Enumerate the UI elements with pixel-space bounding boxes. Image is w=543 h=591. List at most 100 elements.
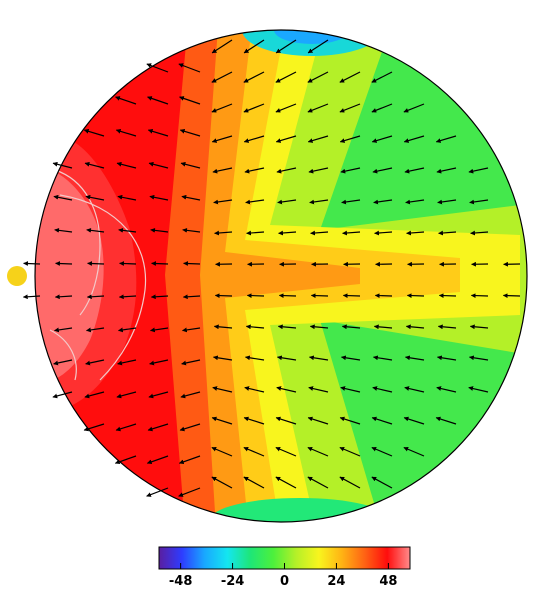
wind-vector-arrow [147, 129, 169, 137]
wind-vector-arrow [214, 293, 233, 298]
wind-vector-arrow [150, 227, 169, 233]
wind-vector-arrow [469, 199, 489, 205]
wind-vector-arrow [179, 423, 201, 432]
wind-vector-arrow [374, 293, 393, 298]
wind-vector-arrow [339, 446, 361, 457]
wind-vector-arrow [182, 327, 201, 333]
wind-vector-arrow [436, 386, 457, 393]
wind-vector-arrow [116, 161, 137, 169]
wind-vector-arrow [373, 324, 393, 330]
wind-vector-arrow [211, 446, 233, 457]
wind-vector-arrow [212, 386, 233, 393]
wind-vector-arrow [275, 416, 297, 425]
wind-vector-arrow [147, 423, 169, 432]
wind-vector-arrow [181, 359, 201, 366]
wind-vector-arrow [373, 199, 393, 205]
wind-vector-arrow [84, 391, 105, 399]
wind-vector-arrow [150, 294, 169, 300]
wind-vector-arrow [54, 327, 73, 333]
wind-vector-arrow [246, 293, 265, 298]
contour-band [274, 30, 350, 44]
wind-vector-arrow [211, 71, 233, 83]
wind-vector-arrow [406, 293, 425, 298]
wind-vector-arrow [371, 135, 393, 143]
wind-vector-arrow [243, 135, 265, 143]
wind-vector-arrow [403, 103, 425, 113]
wind-vector-arrow [243, 103, 265, 113]
wind-vector-arrow [118, 327, 137, 333]
wind-vector-arrow [115, 96, 137, 105]
contour-band [35, 165, 104, 385]
wind-vector-arrow [178, 487, 201, 497]
wind-vector-arrow [470, 230, 489, 236]
wind-vector-arrow [435, 135, 457, 143]
wind-vector-arrow [86, 294, 105, 300]
contour-band [242, 30, 382, 56]
wind-vector-arrow [118, 294, 137, 300]
wind-vector-arrow [307, 71, 329, 83]
colorbar-tick-label: -24 [221, 574, 245, 589]
wind-vector-arrow [438, 230, 457, 236]
wind-vector-arrow [339, 476, 361, 489]
wind-vector-arrow [373, 355, 393, 361]
wind-vector-arrow [278, 230, 297, 236]
wind-vector-arrow [275, 135, 297, 143]
wind-vector-arrow [342, 293, 361, 298]
wind-vector-arrow [436, 167, 457, 174]
wind-vector-arrow [149, 359, 169, 366]
wind-vector-arrow [405, 355, 425, 361]
wind-vector-arrow [119, 261, 137, 266]
wind-vector-arrow [246, 230, 265, 236]
wind-vector-arrow [339, 103, 361, 113]
contour-line [59, 194, 147, 381]
wind-vector-arrow [148, 161, 169, 169]
wind-vector-arrow [310, 230, 329, 236]
wind-vector-arrow [243, 446, 265, 457]
wind-vector-arrow [435, 416, 457, 425]
wind-vector-arrow [52, 161, 73, 169]
wind-vector-arrow [116, 391, 137, 399]
wind-vector-arrow [52, 391, 73, 399]
wind-vector-arrow [371, 476, 393, 489]
wind-vector-arrow [150, 327, 169, 333]
wind-vector-arrow [342, 230, 361, 236]
wind-vector-arrow [213, 324, 233, 330]
wind-vector-arrow [437, 199, 457, 205]
wind-vector-arrow [243, 416, 265, 425]
wind-vector-arrow [211, 135, 233, 143]
wind-vector-arrow [149, 194, 169, 201]
wind-vector-arrow [178, 455, 201, 465]
wind-vector-arrow [309, 199, 329, 205]
wind-vector-arrow [307, 103, 329, 113]
wind-vector-arrow [85, 359, 105, 366]
wind-vector-arrow [371, 103, 393, 113]
wind-vector-arrow [341, 324, 361, 330]
wind-vector-arrow [275, 71, 297, 83]
wind-vector-arrow [404, 386, 425, 393]
wind-vector-arrow [308, 386, 329, 393]
wind-vector-arrow [372, 167, 393, 174]
wind-vector-arrow [371, 446, 393, 457]
wind-vector-arrow [146, 487, 169, 497]
wind-vector-arrow [307, 476, 329, 489]
wind-vector-arrow [53, 194, 73, 201]
wind-vector-arrow [22, 294, 41, 300]
wind-vector-arrow [437, 355, 457, 361]
wind-vector-arrow [180, 161, 201, 169]
wind-vector-arrow [146, 455, 169, 465]
substellar-point-marker [7, 266, 27, 286]
wind-vector-arrow [245, 324, 265, 330]
wind-vector-arrow [340, 386, 361, 393]
wind-vector-arrow [340, 167, 361, 174]
wind-vector-arrow [469, 355, 489, 361]
wind-vector-arrow [179, 96, 201, 105]
wind-vector-arrow [371, 416, 393, 425]
wind-vector-arrow [214, 230, 233, 236]
wind-vector-arrow [213, 199, 233, 205]
wind-vector-arrow [243, 39, 265, 54]
wind-vector-arrow [277, 324, 297, 330]
wind-vector-arrow [278, 293, 297, 298]
wind-vector-arrow [502, 293, 521, 298]
